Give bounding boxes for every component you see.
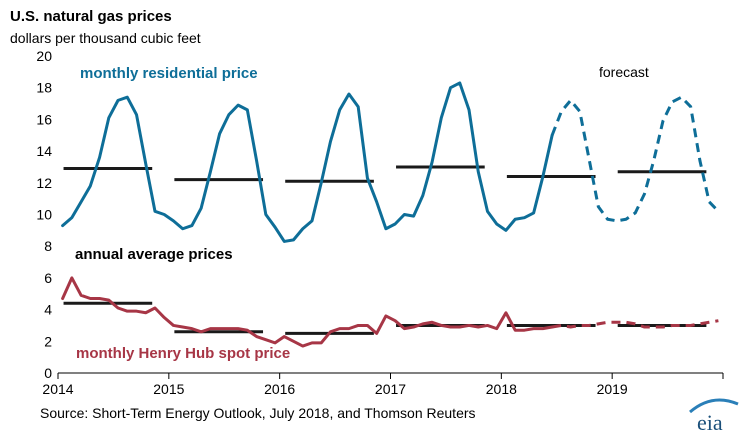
forecast-label: forecast [599,64,649,80]
henry-hub-forecast-line [551,319,719,329]
henry-hub-label: monthly Henry Hub spot price [76,345,290,362]
y-tick-label: 18 [36,80,52,96]
henry-hub-history-line [61,276,554,348]
eia-logo: eia [689,398,739,435]
chart-title: U.S. natural gas prices [10,8,172,25]
x-axis: 2014 2015 2016 2017 2018 2019 [42,372,724,397]
annual-average-label: annual average prices [75,246,233,263]
series-lines [61,81,720,348]
y-tick-label: 12 [36,175,52,191]
y-tick-label: 16 [36,111,52,127]
x-tick-label: 2014 [42,381,73,397]
logo-text: eia [697,410,723,435]
x-tick-label: 2019 [597,381,628,397]
logo-arc-icon [689,398,739,414]
x-tick-label: 2017 [375,381,406,397]
source-note: Source: Short-Term Energy Outlook, July … [40,405,476,421]
x-tick-label: 2016 [264,381,295,397]
y-tick-label: 10 [36,207,52,223]
chart-subtitle: dollars per thousand cubic feet [10,30,201,46]
y-axis: 0 2 4 6 8 10 12 14 16 18 20 [36,48,52,381]
y-tick-label: 14 [36,143,52,159]
x-tick-label: 2018 [486,381,517,397]
residential-label: monthly residential price [80,65,258,82]
residential-forecast-line [550,95,720,223]
y-tick-label: 0 [44,365,52,381]
y-tick-label: 8 [44,238,52,254]
y-tick-label: 4 [44,302,52,318]
x-tick-label: 2015 [153,381,184,397]
residential-history-line [61,81,554,243]
y-tick-label: 2 [44,333,52,349]
y-tick-label: 20 [36,48,52,64]
y-tick-label: 6 [44,270,52,286]
